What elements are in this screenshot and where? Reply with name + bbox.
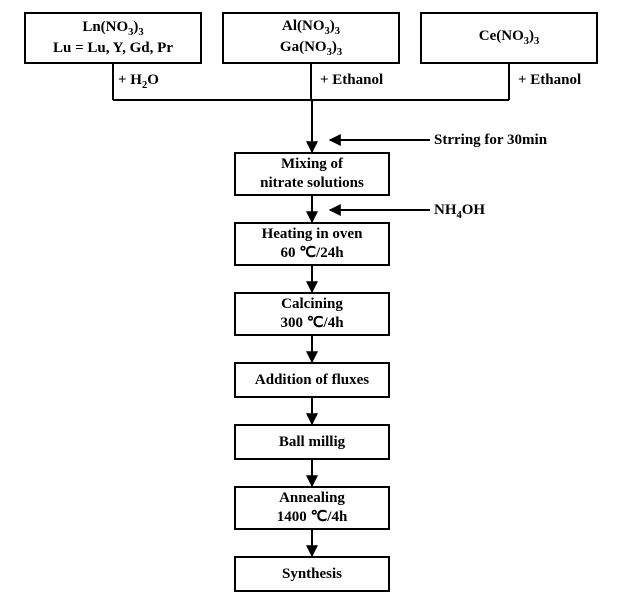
process-box-heat-line: 60 ℃/24h (280, 244, 343, 263)
process-box-heat-line: Heating in oven (262, 225, 363, 244)
process-box-anneal-line: Annealing (279, 489, 345, 508)
side-label-nh4: NH4OH (434, 202, 485, 221)
reagent-box-al-line: Ga(NO3)3 (280, 38, 342, 59)
solvent-label-eth1: + Ethanol (320, 72, 383, 89)
process-box-calc-line: 300 ℃/4h (280, 314, 343, 333)
reagent-box-ln-line: Ln(NO3)3 (82, 18, 143, 39)
solvent-label-eth2: + Ethanol (518, 72, 581, 89)
process-box-synth: Synthesis (234, 556, 390, 592)
process-box-calc: Calcining300 ℃/4h (234, 292, 390, 336)
side-label-stir: Strring for 30min (434, 132, 547, 149)
process-box-synth-line: Synthesis (282, 565, 342, 584)
process-box-ball: Ball millig (234, 424, 390, 460)
process-box-flux: Addition of fluxes (234, 362, 390, 398)
process-box-mix-line: nitrate solutions (260, 174, 364, 193)
reagent-box-ln: Ln(NO3)3Lu = Lu, Y, Gd, Pr (24, 12, 202, 64)
reagent-box-ce-line: Ce(NO3)3 (479, 27, 540, 48)
flowchart-canvas: Ln(NO3)3Lu = Lu, Y, Gd, Pr Al(NO3)3Ga(NO3… (0, 0, 627, 611)
reagent-box-al-line: Al(NO3)3 (282, 17, 340, 38)
process-box-mix: Mixing ofnitrate solutions (234, 152, 390, 196)
process-box-calc-line: Calcining (281, 295, 343, 314)
process-box-heat: Heating in oven60 ℃/24h (234, 222, 390, 266)
process-box-anneal-line: 1400 ℃/4h (277, 508, 348, 527)
process-box-flux-line: Addition of fluxes (255, 371, 369, 390)
reagent-box-al: Al(NO3)3Ga(NO3)3 (222, 12, 400, 64)
process-box-mix-line: Mixing of (281, 155, 343, 174)
solvent-label-h2o: + H2O (118, 72, 159, 91)
reagent-box-ce: Ce(NO3)3 (420, 12, 598, 64)
process-box-ball-line: Ball millig (279, 433, 345, 452)
reagent-box-ln-line: Lu = Lu, Y, Gd, Pr (53, 39, 173, 58)
process-box-anneal: Annealing1400 ℃/4h (234, 486, 390, 530)
